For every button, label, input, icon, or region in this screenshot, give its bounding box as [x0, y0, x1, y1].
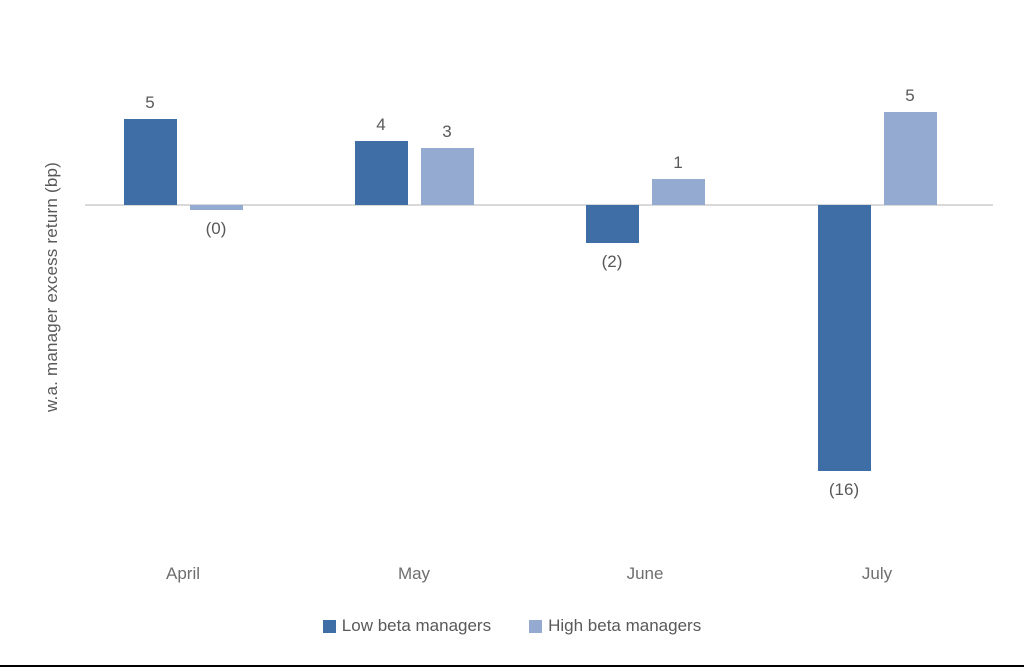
bar-high-beta-managers-july	[883, 111, 937, 205]
bar-value-label-july-high: 5	[905, 85, 915, 105]
x-axis-label-may: May	[397, 564, 431, 583]
legend-label: Low beta managers	[341, 616, 492, 635]
bar-value-label-may-high: 3	[442, 121, 452, 141]
bar-value-label-april-low: 5	[145, 92, 155, 112]
x-axis-label-april: April	[165, 564, 201, 583]
bar-high-beta-managers-april	[189, 205, 243, 211]
legend: Low beta managers High beta managers	[0, 616, 1024, 636]
legend-label: High beta managers	[548, 616, 702, 635]
bar-low-beta-managers-june	[585, 205, 639, 244]
bar-value-label-june-low: (2)	[601, 252, 623, 272]
bar-low-beta-managers-may	[354, 140, 408, 205]
bar-low-beta-managers-july	[817, 205, 871, 472]
x-axis-label-july: July	[861, 564, 893, 583]
legend-item-high-beta-managers: High beta managers	[529, 616, 701, 636]
bar-value-label-april-high: (0)	[205, 219, 227, 239]
y-axis-title: w.a. manager excess return (bp)	[42, 162, 61, 412]
bar-low-beta-managers-april	[123, 118, 177, 205]
bar-value-label-may-low: 4	[376, 114, 386, 134]
legend-square-icon	[529, 619, 543, 633]
x-axis-zero-line	[85, 204, 993, 206]
legend-item-low-beta-managers: Low beta managers	[322, 616, 492, 636]
bar-value-label-june-high: 1	[673, 153, 683, 173]
x-axis-label-june: June	[626, 564, 664, 583]
bar-value-label-july-low: (16)	[828, 480, 860, 500]
legend-square-icon	[322, 619, 336, 633]
bar-high-beta-managers-june	[651, 179, 705, 205]
bar-high-beta-managers-may	[420, 147, 474, 205]
